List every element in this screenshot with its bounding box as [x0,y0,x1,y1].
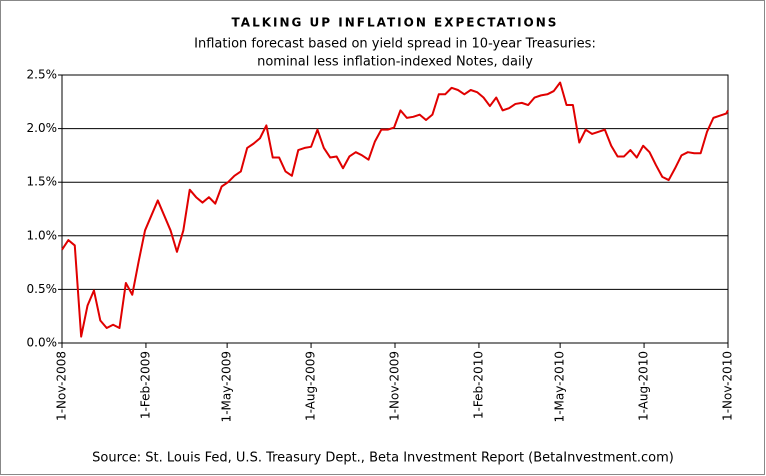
x-tick-label: 1-Nov-2009 [388,351,402,421]
y-tick-label: 1.5% [27,175,58,189]
x-tick-label: 1-Feb-2009 [138,351,152,419]
x-tick-label: 1-Aug-2009 [304,351,318,421]
y-tick-label: 1.0% [27,228,58,242]
x-tick-label: 1-May-2010 [553,351,567,422]
line-series [61,81,729,338]
x-tick-label: 1-Nov-2010 [721,351,735,421]
y-tick-label: 2.0% [27,121,58,135]
y-tick-label: 2.5% [27,68,58,82]
x-tick-label: 1-May-2009 [220,351,234,422]
plot-area [61,74,729,344]
source: Source: St. Louis Fed, U.S. Treasury Dep… [92,451,674,466]
x-tick-label: 1-Feb-2010 [471,351,485,419]
chart-subtitle: nominal less inflation-indexed Notes, da… [257,55,533,70]
chart-subtitle: Inflation forecast based on yield spread… [194,37,596,52]
y-tick-label: 0.0% [27,336,58,350]
x-tick-label: 1-Nov-2008 [55,351,69,421]
x-tick-label: 1-Aug-2010 [637,351,651,421]
chart-title: TALKING UP INFLATION EXPECTATIONS [232,16,559,30]
y-tick-label: 0.5% [27,282,58,296]
